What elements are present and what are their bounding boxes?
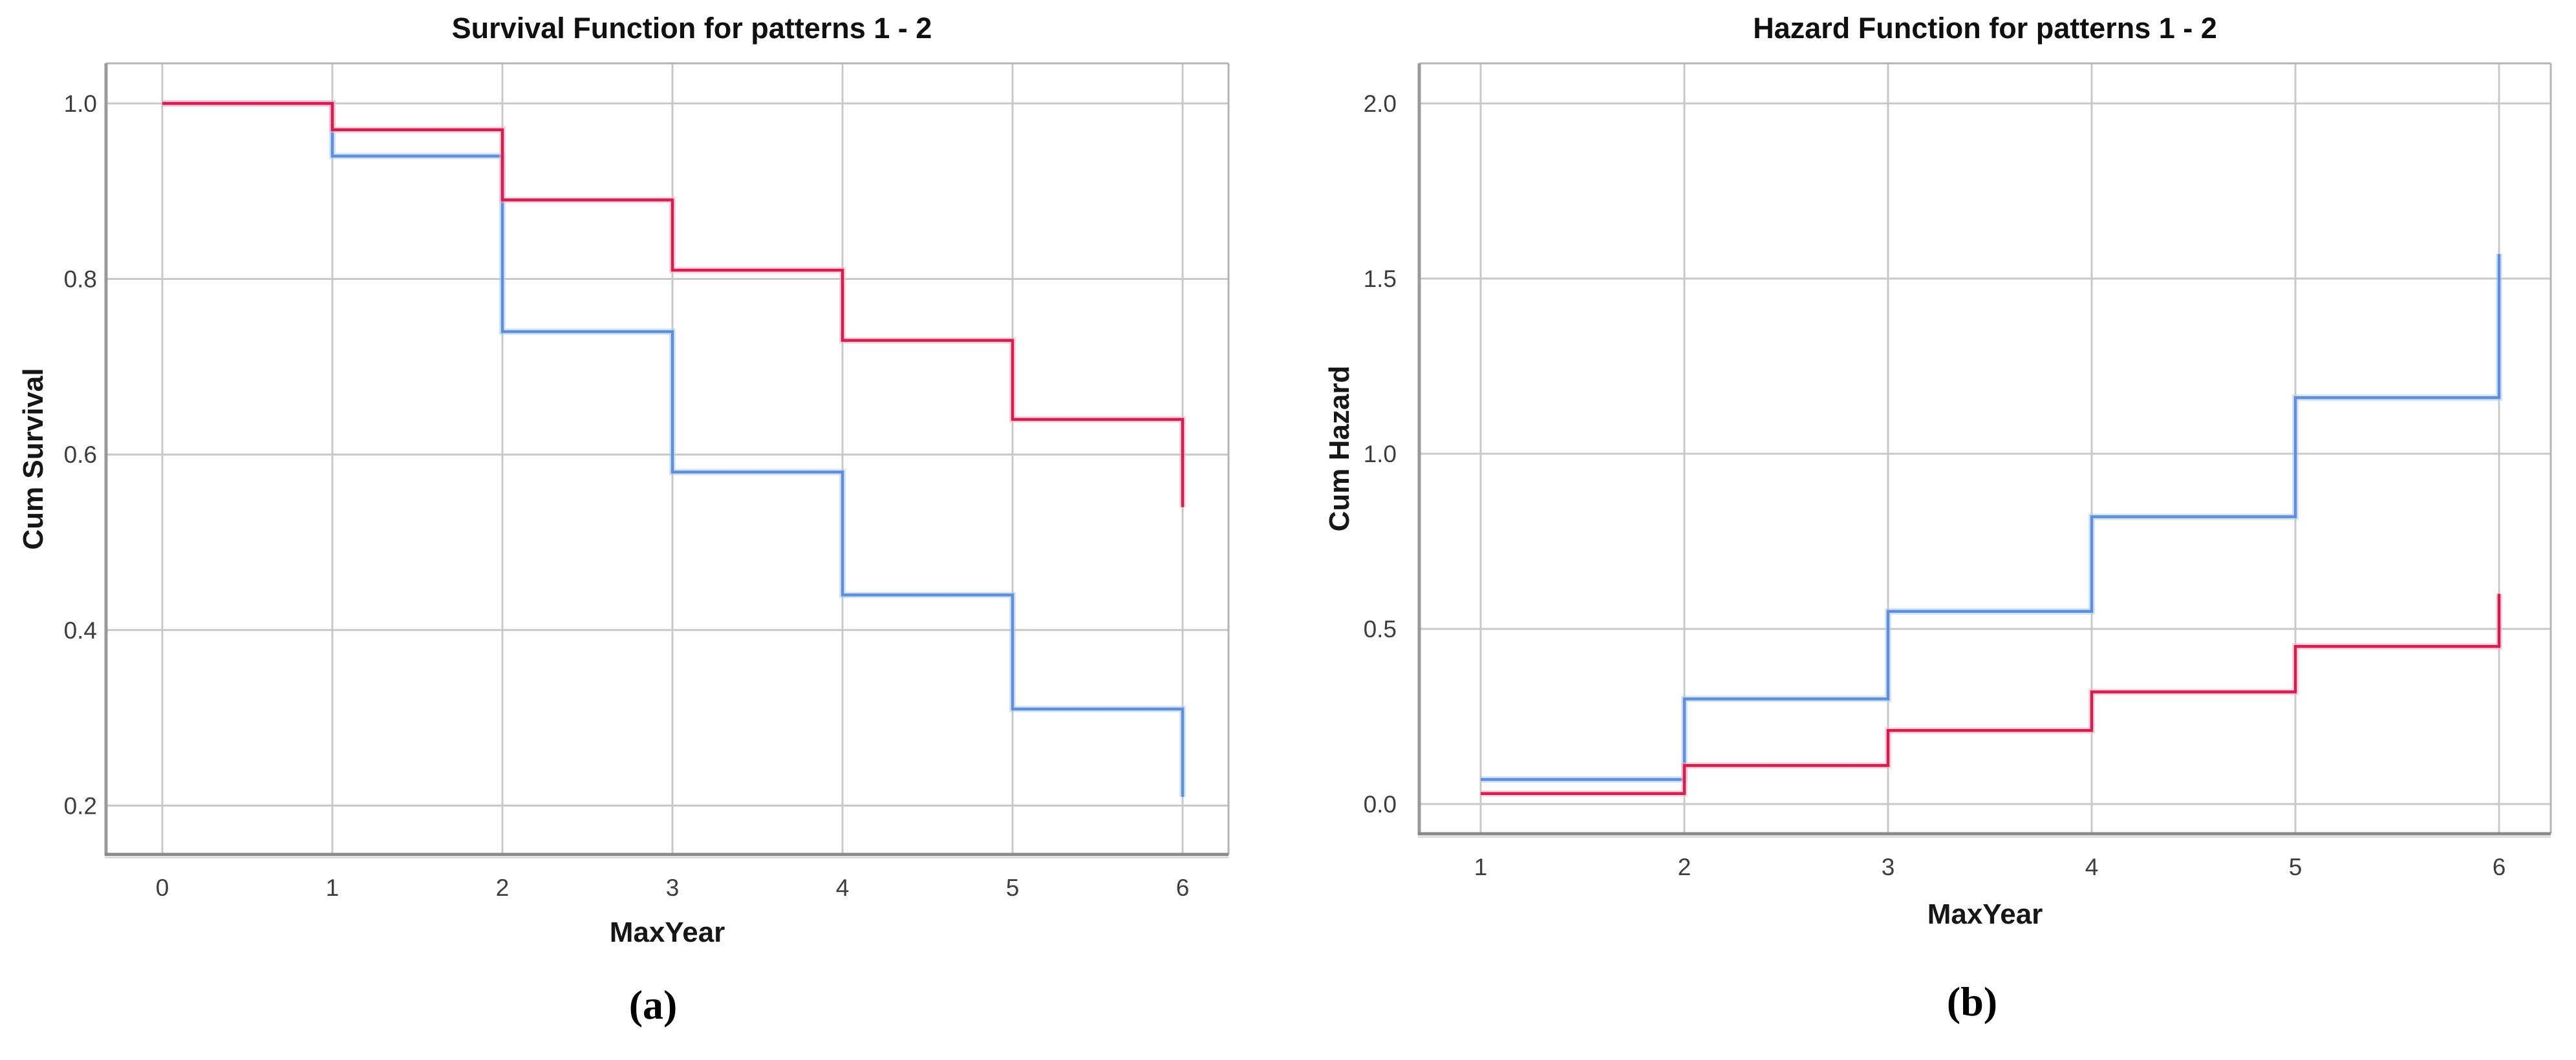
y-tick-label: 0.4	[64, 617, 97, 644]
gridlines	[1419, 63, 2551, 834]
series-line-pattern-2	[162, 101, 1185, 507]
x-tick-label: 3	[1882, 854, 1895, 880]
caption-a: (a)	[628, 982, 678, 1028]
y-tick-label: 0.6	[64, 441, 97, 468]
plot-frame	[104, 62, 1230, 858]
series-group	[162, 100, 1186, 797]
tick-labels: 0 1 2 3 4 5 6 1.0 0.8 0.6 0.4 0.2	[64, 90, 1190, 901]
hazard-chart-title: Hazard Function for patterns 1 - 2	[1753, 12, 2217, 45]
survival-y-axis-label: Cum Survival	[17, 368, 49, 550]
hazard-y-axis-label: Cum Hazard	[1324, 365, 1355, 532]
y-tick-label: 1.0	[1364, 441, 1397, 467]
x-tick-label: 0	[156, 874, 169, 901]
hazard-plot: 1 2 3 4 5 6 2.0 1.5 1.0 0.5 0.0	[1364, 62, 2552, 880]
x-tick-label: 4	[836, 874, 850, 901]
survival-chart-title: Survival Function for patterns 1 - 2	[451, 12, 932, 45]
caption-b: (b)	[1946, 979, 1998, 1024]
x-tick-label: 4	[2085, 854, 2099, 880]
series-line-pattern-1	[1481, 254, 2501, 781]
survival-x-axis-label: MaxYear	[609, 917, 725, 948]
x-tick-label: 5	[2289, 854, 2302, 880]
y-tick-label: 0.8	[64, 266, 97, 293]
x-tick-label: 6	[1176, 874, 1190, 901]
x-tick-label: 1	[1474, 854, 1488, 880]
survival-plot: 0 1 2 3 4 5 6 1.0 0.8 0.6 0.4 0.2	[64, 62, 1230, 901]
x-tick-label: 3	[666, 874, 680, 901]
series-line-pattern-2	[1481, 593, 2501, 795]
y-tick-label: 0.5	[1364, 616, 1397, 642]
hazard-x-axis-label: MaxYear	[1927, 898, 2043, 930]
series-line-pattern-1	[162, 101, 1185, 797]
gridlines	[106, 63, 1229, 854]
x-tick-label: 6	[2493, 854, 2506, 880]
y-tick-label: 0.0	[1364, 791, 1397, 818]
series-group	[1481, 254, 2502, 797]
y-tick-label: 1.5	[1364, 266, 1397, 292]
x-tick-label: 5	[1006, 874, 1020, 901]
y-tick-label: 0.2	[64, 792, 97, 819]
x-tick-label: 1	[326, 874, 339, 901]
x-tick-label: 2	[496, 874, 510, 901]
y-tick-label: 1.0	[64, 90, 97, 117]
series-halo-pattern-1	[1481, 254, 2502, 783]
plot-frame	[1417, 62, 2552, 838]
tick-labels: 1 2 3 4 5 6 2.0 1.5 1.0 0.5 0.0	[1364, 90, 2506, 880]
y-tick-label: 2.0	[1364, 90, 1397, 117]
series-halo-pattern-2	[1481, 593, 2502, 797]
x-tick-label: 2	[1678, 854, 1691, 880]
